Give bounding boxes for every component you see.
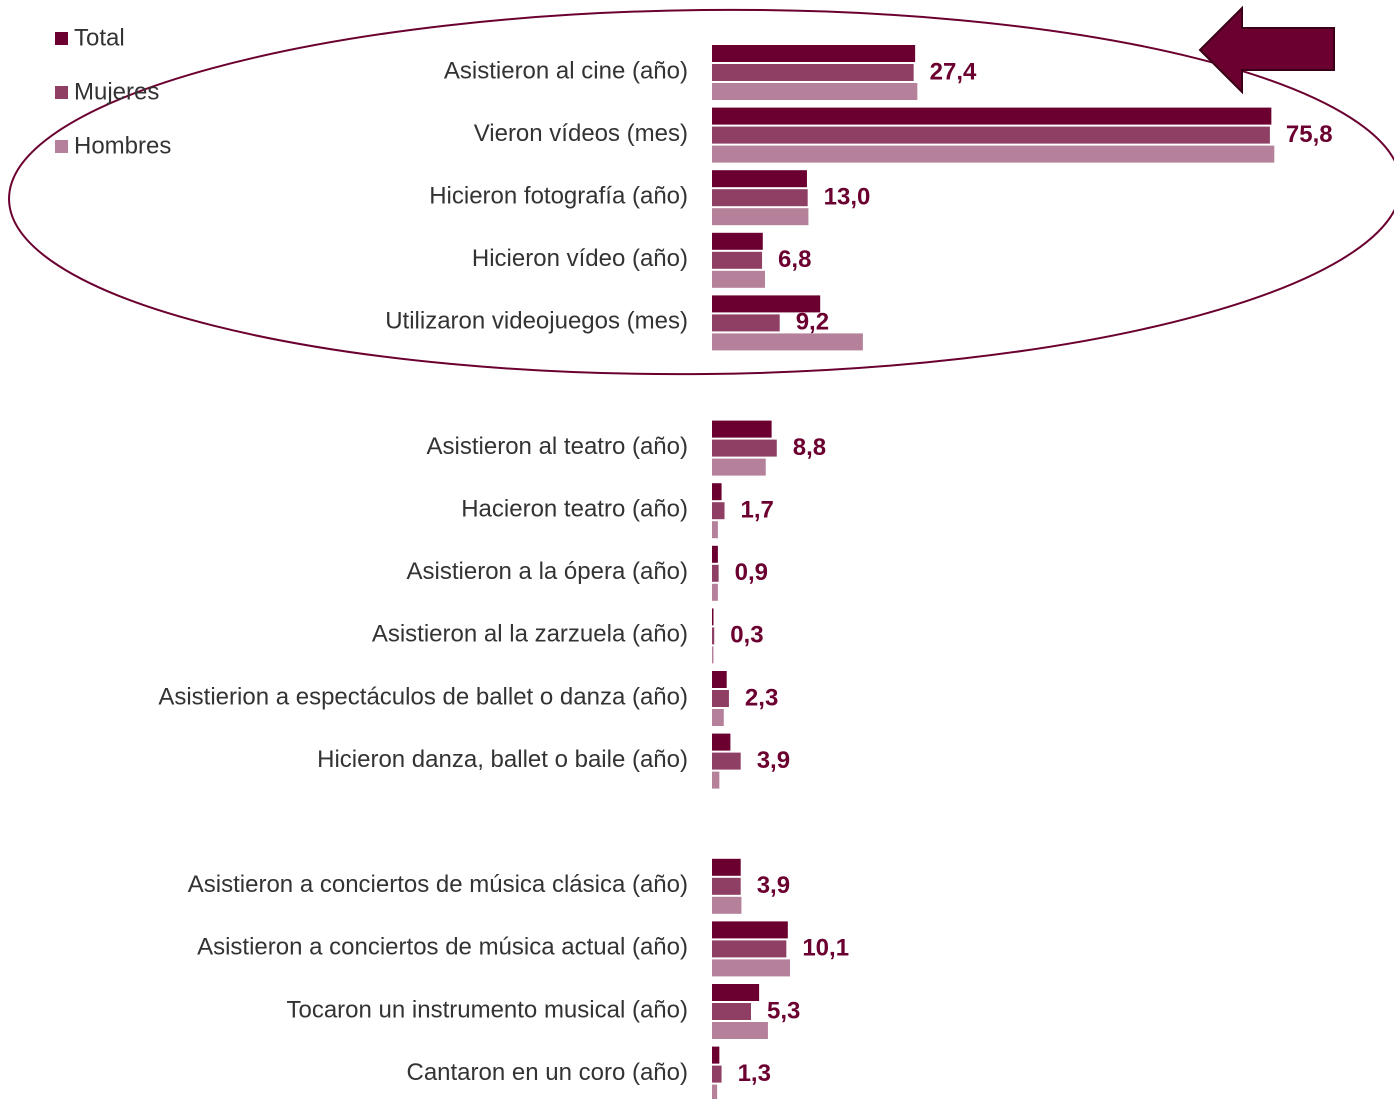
bar <box>712 232 763 250</box>
value-label: 1,7 <box>741 497 774 524</box>
legend-label: Mujeres <box>74 78 159 105</box>
bar <box>712 295 821 313</box>
bar <box>712 1003 752 1020</box>
bar <box>712 627 715 645</box>
bar <box>712 752 741 770</box>
value-label: 8,8 <box>793 434 826 461</box>
value-label: 13,0 <box>824 184 871 211</box>
bar <box>712 646 714 664</box>
category-label: Asistieron al cine (año) <box>444 57 688 84</box>
bar <box>712 145 1275 163</box>
bar <box>712 251 763 269</box>
bar <box>712 608 714 626</box>
bar <box>712 877 741 895</box>
legend-swatch <box>55 140 68 153</box>
value-label: 3,9 <box>757 747 790 774</box>
bar <box>712 984 760 1001</box>
bar <box>712 771 720 789</box>
value-label: 0,3 <box>730 622 763 649</box>
value-label: 6,8 <box>778 246 811 273</box>
bar <box>712 1046 720 1064</box>
value-label: 9,2 <box>796 309 829 336</box>
bar <box>712 690 729 707</box>
bar <box>712 671 727 688</box>
bar <box>712 439 777 457</box>
category-label: Vieron vídeos (mes) <box>474 120 688 147</box>
category-label: Cantaron en un coro (año) <box>406 1059 688 1086</box>
bar <box>712 64 914 81</box>
bar <box>712 126 1270 144</box>
value-label: 0,9 <box>735 559 768 586</box>
legend-label: Total <box>74 24 125 51</box>
bar <box>712 896 742 914</box>
bar <box>712 1084 718 1099</box>
bar <box>712 921 788 939</box>
value-label: 75,8 <box>1286 121 1333 148</box>
bar <box>712 940 787 958</box>
bar <box>712 314 780 332</box>
category-label: Asistieron al teatro (año) <box>427 433 688 460</box>
value-label: 2,3 <box>745 684 778 711</box>
bar <box>712 458 766 476</box>
bar <box>712 521 718 539</box>
bar <box>712 564 719 582</box>
value-label: 1,3 <box>738 1060 771 1087</box>
bar <box>712 189 808 207</box>
category-label: Asistieron a conciertos de música actual… <box>197 934 688 961</box>
bar <box>712 709 724 726</box>
bar <box>712 858 741 876</box>
value-label: 5,3 <box>767 997 800 1024</box>
bar <box>712 83 918 100</box>
category-label: Hicieron danza, ballet o baile (año) <box>317 746 688 773</box>
legend-swatch <box>55 32 68 45</box>
legend-label: Hombres <box>74 132 171 159</box>
bar <box>712 45 916 62</box>
bar <box>712 107 1272 125</box>
category-label: Asistieron al la zarzuela (año) <box>372 621 688 648</box>
value-label: 10,1 <box>802 935 849 962</box>
category-label: Hacieron teatro (año) <box>461 496 688 523</box>
value-label: 3,9 <box>757 872 790 899</box>
bar <box>712 502 725 520</box>
value-label: 27,4 <box>930 58 977 85</box>
category-label: Asistierion a espectáculos de ballet o d… <box>158 683 688 710</box>
category-label: Hicieron fotografía (año) <box>429 183 688 210</box>
bar <box>712 545 718 563</box>
bar <box>712 420 772 438</box>
bar <box>712 1022 768 1039</box>
bar <box>712 333 863 351</box>
category-label: Tocaron un instrumento musical (año) <box>286 996 688 1023</box>
bar <box>712 270 765 288</box>
bar <box>712 733 731 751</box>
arrow <box>1198 5 1335 95</box>
bar <box>712 170 807 188</box>
legend-swatch <box>55 86 68 99</box>
bar <box>712 483 722 501</box>
bar <box>712 208 809 226</box>
category-label: Asistieron a la ópera (año) <box>407 558 688 585</box>
category-label: Hicieron vídeo (año) <box>472 245 688 272</box>
bar <box>712 583 718 601</box>
category-label: Asistieron a conciertos de música clásic… <box>188 871 688 898</box>
category-label: Utilizaron videojuegos (mes) <box>385 308 688 335</box>
bar <box>712 959 791 977</box>
highlight-ellipse <box>8 8 1394 376</box>
bar <box>712 1065 722 1083</box>
